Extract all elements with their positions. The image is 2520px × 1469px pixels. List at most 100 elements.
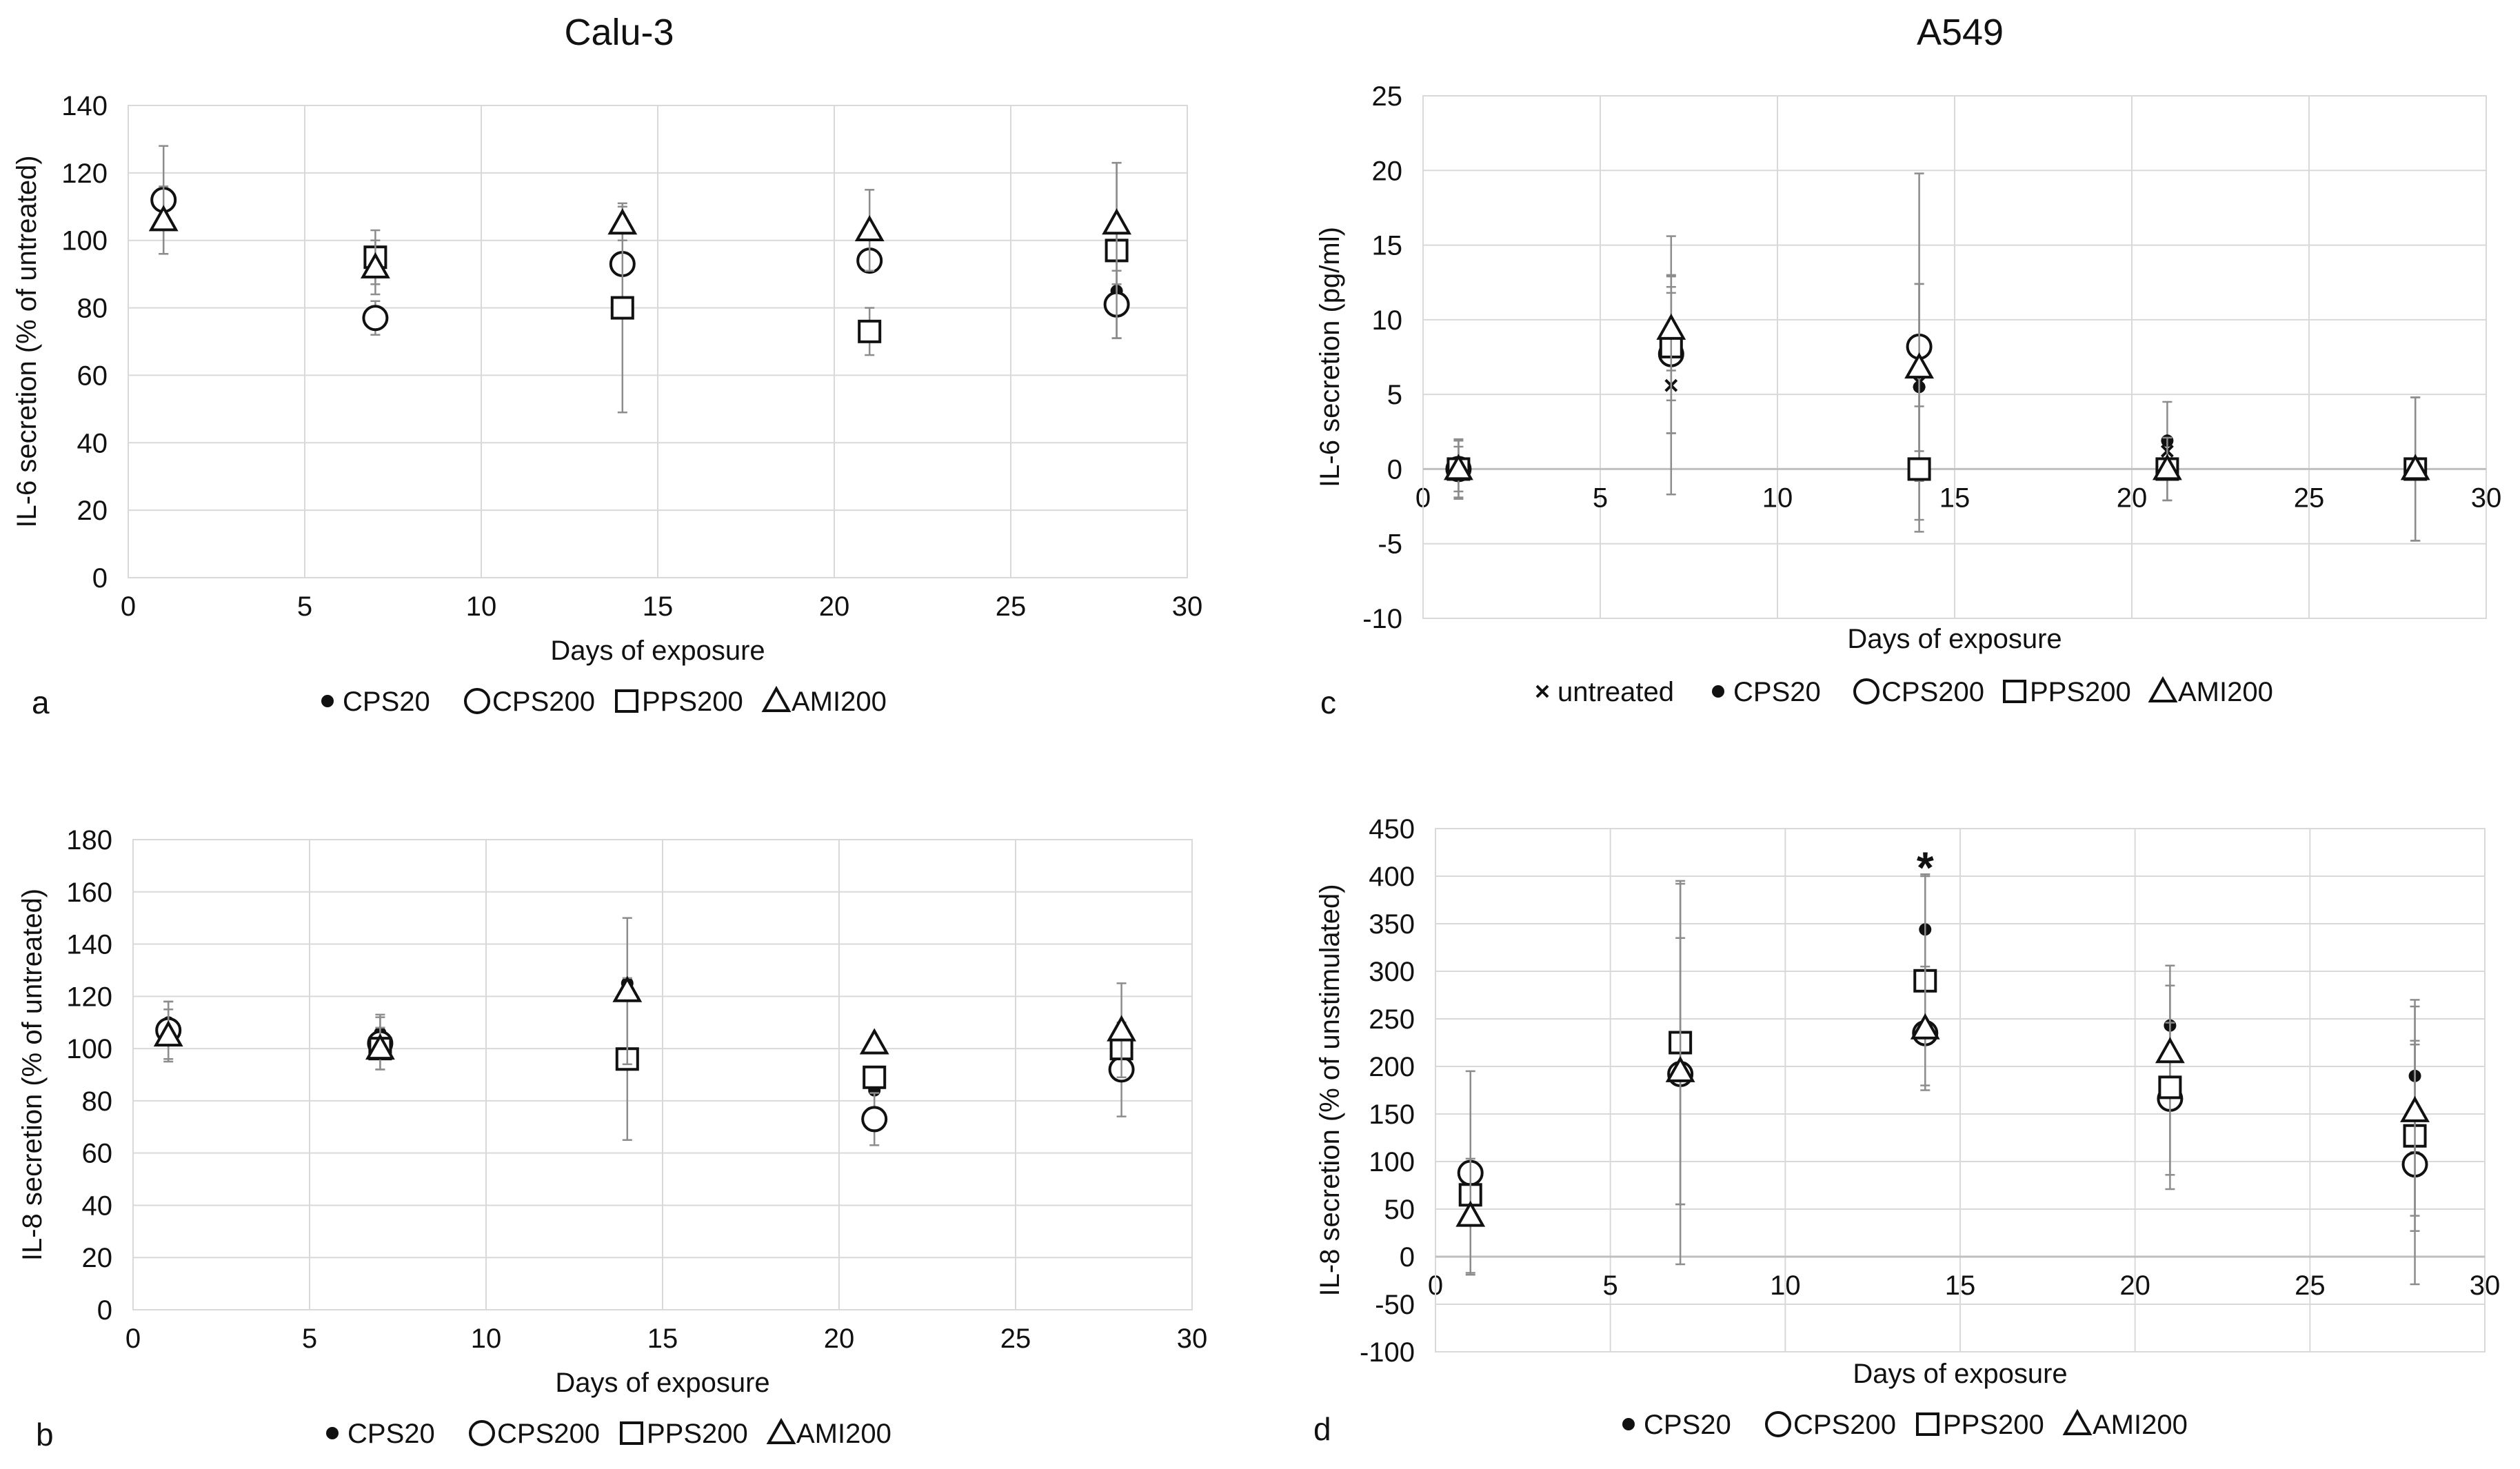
x-tick-label: 25 — [996, 591, 1027, 622]
x-tick-label: 10 — [1762, 483, 1793, 513]
x-tick-label: 20 — [824, 1324, 855, 1354]
legend-label-cps200: CPS200 — [1882, 677, 1984, 707]
plot-frame — [1435, 828, 2486, 1353]
y-tick-label: 0 — [92, 563, 108, 594]
plot-frame — [1422, 95, 2487, 619]
gridlines — [1422, 95, 2487, 619]
x-tick-label: 25 — [1000, 1324, 1031, 1354]
legend-marker-ami200 — [766, 1417, 796, 1444]
legend-label-ami200: AMI200 — [2093, 1410, 2188, 1440]
legend-label-ami200: AMI200 — [792, 687, 887, 717]
y-tick-label: 120 — [66, 982, 112, 1012]
legend-label-cps20: CPS20 — [343, 687, 430, 717]
y-tick-label: -10 — [1362, 604, 1402, 634]
x-tick-label: 20 — [2117, 483, 2148, 513]
point-ami200 — [1102, 208, 1132, 235]
x-tick-label: 5 — [302, 1324, 317, 1354]
x-tick-label: 15 — [647, 1324, 678, 1354]
point-ami200 — [612, 975, 643, 1002]
x-tick-label: 10 — [1770, 1270, 1801, 1301]
y-tick-label: 350 — [1369, 909, 1415, 940]
y-tick-label: 400 — [1369, 862, 1415, 892]
x-tick-label: 25 — [2294, 483, 2325, 513]
legend-marker-cps200 — [1853, 678, 1879, 705]
legend-marker-ami200 — [2062, 1408, 2093, 1435]
legend: untreated CPS20 CPS200 PPS200 AMI200 — [1535, 676, 2273, 707]
legend-marker-pps200 — [620, 1421, 643, 1445]
point-pps200 — [610, 296, 634, 320]
legend-marker-ami200 — [2148, 676, 2178, 702]
point-pps200 — [1907, 457, 1931, 481]
y-tick-label: 250 — [1369, 1004, 1415, 1035]
panel-label: a — [32, 685, 50, 720]
legend-label-ami200: AMI200 — [796, 1419, 891, 1449]
point-ami200 — [2400, 454, 2430, 480]
panel-label: b — [36, 1417, 54, 1452]
y-tick-label: -50 — [1375, 1290, 1415, 1320]
point-ami200 — [153, 1020, 183, 1047]
series-CPS200 — [155, 1000, 1135, 1146]
point-ami200 — [1656, 313, 1686, 340]
y-tick-label: 40 — [77, 428, 108, 458]
gridlines — [128, 105, 1188, 578]
plot-frame — [132, 839, 1193, 1310]
y-tick-label: 25 — [1372, 81, 1403, 112]
series-CPS20 — [162, 977, 881, 1097]
y-tick-label: 15 — [1372, 231, 1403, 261]
y-tick-label: 300 — [1369, 957, 1415, 987]
legend-marker-cps20 — [1712, 685, 1724, 698]
legend-label-cps20: CPS20 — [1644, 1410, 1731, 1440]
point-cps200 — [362, 305, 389, 332]
legend-label-cps20: CPS20 — [347, 1419, 435, 1449]
y-tick-label: 0 — [1400, 1242, 1415, 1273]
x-tick-label: 0 — [125, 1324, 141, 1354]
panel-b-chart: 0 20 40 60 80 100 120 140 160 180 0 5 10 15 20 25 30 Days… — [17, 825, 1207, 1452]
y-axis-title: IL-6 secretion (% of untreated) — [12, 155, 42, 527]
y-tick-label: 10 — [1372, 305, 1403, 336]
legend-label-pps200: PPS200 — [642, 687, 743, 717]
x-axis-title: Days of exposure — [550, 636, 765, 666]
legend-label-cps20: CPS20 — [1733, 677, 1821, 707]
point-ami200 — [607, 208, 638, 235]
legend: CPS20 CPS200 PPS200 AMI200 — [1622, 1408, 2188, 1440]
panel-label: c — [1320, 685, 1336, 720]
legend-label-cps200: CPS200 — [492, 687, 595, 717]
point-pps200 — [858, 319, 882, 343]
point-ami200 — [360, 252, 390, 278]
point-ami200 — [859, 1028, 889, 1055]
panel-label: d — [1313, 1411, 1331, 1447]
legend-marker-untreated — [1535, 685, 1549, 698]
x-axis-title: Days of exposure — [1847, 624, 2062, 654]
y-tick-label: 0 — [1387, 454, 1402, 485]
x-tick-label: 30 — [1177, 1324, 1208, 1354]
legend-label-pps200: PPS200 — [1943, 1410, 2044, 1440]
legend-label-ami200: AMI200 — [2178, 677, 2273, 707]
y-tick-label: 20 — [77, 496, 108, 526]
x-tick-label: 10 — [466, 591, 497, 622]
y-tick-label: 60 — [77, 361, 108, 391]
x-tick-label: 15 — [643, 591, 674, 622]
gridlines — [132, 839, 1193, 1310]
y-tick-label: 100 — [1369, 1147, 1415, 1177]
point-ami200 — [2155, 1037, 2185, 1064]
x-tick-label: 20 — [2119, 1270, 2150, 1301]
y-tick-label: 180 — [66, 825, 112, 855]
series-AMI200 — [1443, 283, 2430, 480]
y-tick-label: 40 — [82, 1191, 113, 1221]
series-AMI200 — [1455, 937, 2430, 1274]
series-CPS200 — [1445, 172, 1933, 521]
y-tick-label: 80 — [82, 1086, 113, 1117]
x-axis-title: Days of exposure — [555, 1368, 769, 1398]
series-PPS200 — [1458, 875, 2427, 1232]
panel-a-chart: 0 20 40 60 80 100 120 140 0 5 10 15 20 25 30 Days of ex… — [12, 91, 1202, 720]
legend-marker-cps200 — [464, 688, 490, 714]
x-tick-label: 25 — [2295, 1270, 2326, 1301]
y-tick-label: 0 — [97, 1295, 112, 1326]
y-tick-label: 100 — [61, 226, 108, 256]
x-axis-title: Days of exposure — [1853, 1359, 2067, 1389]
point-ami200 — [1910, 1013, 1940, 1040]
point-ami200 — [1455, 1200, 1486, 1227]
point-ami200 — [1665, 1055, 1695, 1082]
x-tick-label: 5 — [297, 591, 312, 622]
